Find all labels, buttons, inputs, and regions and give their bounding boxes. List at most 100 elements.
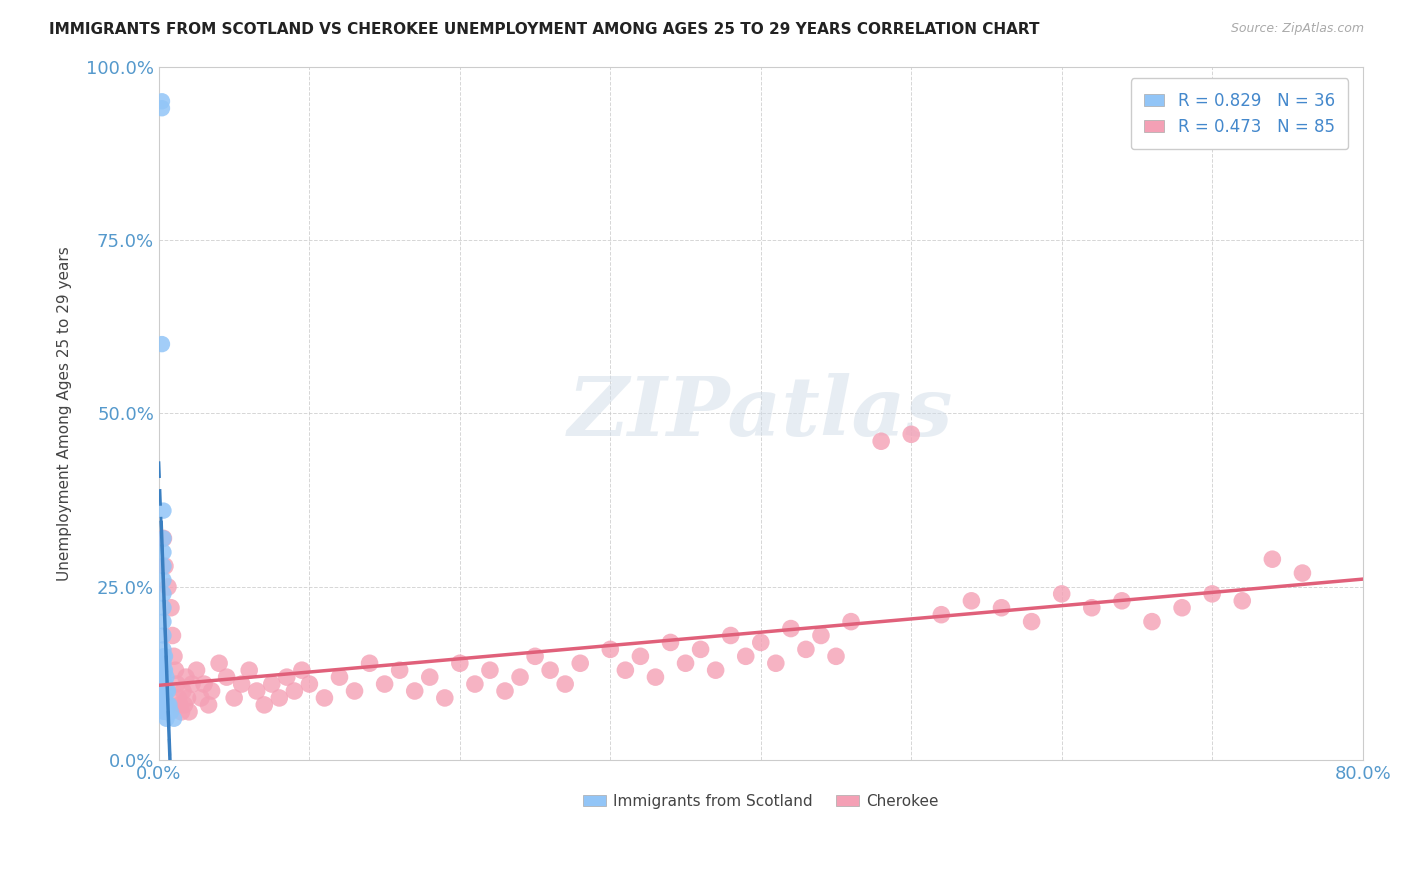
Point bbox=[156, 698, 179, 712]
Point bbox=[260, 677, 283, 691]
Point bbox=[328, 670, 350, 684]
Point bbox=[870, 434, 893, 449]
Point bbox=[208, 657, 231, 671]
Point bbox=[155, 670, 177, 684]
Point bbox=[153, 559, 176, 574]
Point bbox=[174, 670, 197, 684]
Point bbox=[1021, 615, 1043, 629]
Point bbox=[374, 677, 396, 691]
Point bbox=[433, 690, 456, 705]
Point bbox=[152, 657, 174, 671]
Point bbox=[186, 663, 208, 677]
Point bbox=[156, 684, 179, 698]
Text: IMMIGRANTS FROM SCOTLAND VS CHEROKEE UNEMPLOYMENT AMONG AGES 25 TO 29 YEARS CORR: IMMIGRANTS FROM SCOTLAND VS CHEROKEE UNE… bbox=[49, 22, 1039, 37]
Point bbox=[153, 690, 176, 705]
Point bbox=[689, 642, 711, 657]
Point bbox=[152, 705, 174, 719]
Point bbox=[359, 657, 381, 671]
Point bbox=[224, 690, 246, 705]
Point bbox=[1232, 594, 1254, 608]
Point bbox=[644, 670, 666, 684]
Point bbox=[388, 663, 411, 677]
Point bbox=[449, 657, 471, 671]
Point bbox=[152, 677, 174, 691]
Point bbox=[298, 677, 321, 691]
Point bbox=[150, 101, 173, 115]
Point bbox=[152, 600, 174, 615]
Point bbox=[197, 698, 219, 712]
Point bbox=[162, 628, 184, 642]
Point bbox=[1140, 615, 1163, 629]
Point bbox=[150, 337, 173, 351]
Point bbox=[172, 684, 194, 698]
Point bbox=[176, 690, 198, 705]
Point bbox=[152, 628, 174, 642]
Point bbox=[152, 690, 174, 705]
Point bbox=[231, 677, 253, 691]
Text: ZIPatlas: ZIPatlas bbox=[568, 374, 953, 453]
Point bbox=[170, 705, 193, 719]
Point bbox=[464, 677, 486, 691]
Point bbox=[538, 663, 561, 677]
Point bbox=[720, 628, 742, 642]
Point bbox=[478, 663, 501, 677]
Point bbox=[152, 615, 174, 629]
Point bbox=[343, 684, 366, 698]
Point bbox=[276, 670, 298, 684]
Text: Source: ZipAtlas.com: Source: ZipAtlas.com bbox=[1230, 22, 1364, 36]
Point bbox=[163, 649, 186, 664]
Point bbox=[628, 649, 651, 664]
Point bbox=[749, 635, 772, 649]
Point bbox=[159, 698, 181, 712]
Point bbox=[160, 705, 183, 719]
Point bbox=[152, 503, 174, 517]
Point bbox=[152, 545, 174, 559]
Point bbox=[404, 684, 426, 698]
Point bbox=[153, 649, 176, 664]
Point bbox=[152, 532, 174, 546]
Point bbox=[569, 657, 592, 671]
Point bbox=[1111, 594, 1133, 608]
Point bbox=[167, 690, 190, 705]
Point bbox=[246, 684, 269, 698]
Point bbox=[675, 657, 697, 671]
Point bbox=[1291, 566, 1313, 580]
Point bbox=[960, 594, 983, 608]
Point bbox=[554, 677, 576, 691]
Point bbox=[1261, 552, 1284, 566]
Point bbox=[152, 532, 174, 546]
Point bbox=[810, 628, 832, 642]
Point bbox=[659, 635, 682, 649]
Point bbox=[152, 587, 174, 601]
Point bbox=[190, 690, 212, 705]
Point bbox=[314, 690, 336, 705]
Point bbox=[152, 698, 174, 712]
Point bbox=[177, 705, 200, 719]
Point bbox=[152, 684, 174, 698]
Point bbox=[931, 607, 953, 622]
Point bbox=[599, 642, 621, 657]
Point bbox=[152, 649, 174, 664]
Point bbox=[155, 684, 177, 698]
Point bbox=[524, 649, 547, 664]
Point bbox=[215, 670, 238, 684]
Point bbox=[291, 663, 314, 677]
Point bbox=[1081, 600, 1104, 615]
Point bbox=[152, 573, 174, 587]
Point bbox=[173, 698, 195, 712]
Point bbox=[150, 95, 173, 109]
Point bbox=[153, 663, 176, 677]
Point bbox=[614, 663, 637, 677]
Point bbox=[509, 670, 531, 684]
Point bbox=[200, 684, 222, 698]
Point bbox=[990, 600, 1012, 615]
Y-axis label: Unemployment Among Ages 25 to 29 years: Unemployment Among Ages 25 to 29 years bbox=[58, 246, 72, 581]
Point bbox=[765, 657, 787, 671]
Point bbox=[1050, 587, 1073, 601]
Point bbox=[839, 615, 862, 629]
Point bbox=[1201, 587, 1223, 601]
Point bbox=[900, 427, 922, 442]
Point bbox=[269, 690, 291, 705]
Point bbox=[238, 663, 260, 677]
Point bbox=[253, 698, 276, 712]
